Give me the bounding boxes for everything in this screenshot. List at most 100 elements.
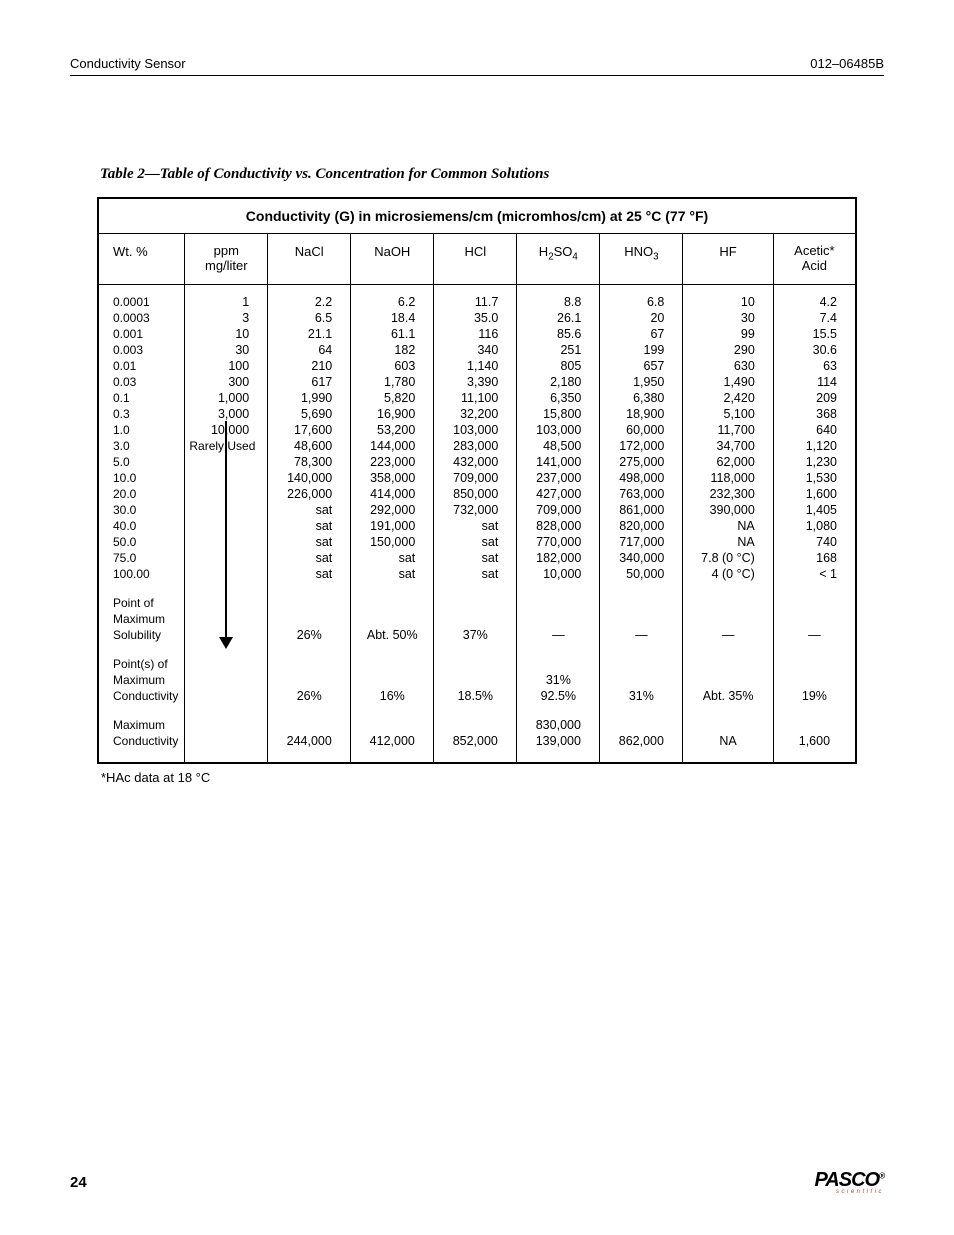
- cell-h2so4: 103,000: [517, 422, 600, 438]
- cell-nacl: 2.2: [268, 284, 351, 310]
- val: 16%: [351, 688, 434, 704]
- table-row: 3.0Rarely Used48,600144,000283,00048,500…: [98, 438, 856, 454]
- val: 18.5%: [434, 688, 517, 704]
- cell-wt: 50.0: [98, 534, 185, 550]
- logo: PASCO® scientific: [814, 1169, 884, 1195]
- val: 852,000: [434, 733, 517, 763]
- cell-hno3: 717,000: [600, 534, 683, 550]
- cell-wt: 0.01: [98, 358, 185, 374]
- cell-h2so4: 237,000: [517, 470, 600, 486]
- cell-nacl: 210: [268, 358, 351, 374]
- cell-acetic: 15.5: [773, 326, 856, 342]
- cell-hno3: 275,000: [600, 454, 683, 470]
- cell-wt: 0.001: [98, 326, 185, 342]
- val: 19%: [773, 688, 856, 704]
- cell-nacl: 140,000: [268, 470, 351, 486]
- cell-nacl: 617: [268, 374, 351, 390]
- cell-h2so4: 85.6: [517, 326, 600, 342]
- table-row: 0.0011021.161.111685.6679915.5: [98, 326, 856, 342]
- cell-hcl: 283,000: [434, 438, 517, 454]
- cell-naoh: 5,820: [351, 390, 434, 406]
- table-row: 0.033006171,7803,3902,1801,9501,490114: [98, 374, 856, 390]
- cell-wt: 20.0: [98, 486, 185, 502]
- val: NA: [683, 733, 773, 763]
- cell-wt: 10.0: [98, 470, 185, 486]
- label: Solubility: [98, 627, 185, 643]
- cell-hcl: 116: [434, 326, 517, 342]
- row-maxcondpt-1: Point(s) of: [98, 643, 856, 672]
- cell-ppm: 3: [185, 310, 268, 326]
- cell-acetic: 1,405: [773, 502, 856, 518]
- cell-wt: 40.0: [98, 518, 185, 534]
- cell-h2so4: 251: [517, 342, 600, 358]
- val: 26%: [268, 688, 351, 704]
- cell-acetic: 168: [773, 550, 856, 566]
- col-acetic-1: Acetic*: [794, 243, 834, 258]
- cell-h2so4: 26.1: [517, 310, 600, 326]
- col-hf: HF: [683, 234, 773, 285]
- val: 139,000: [517, 733, 600, 763]
- label: Point of: [98, 582, 185, 611]
- col-hno3: HNO3: [600, 234, 683, 285]
- cell-naoh: 6.2: [351, 284, 434, 310]
- table-row: 0.000112.26.211.78.86.8104.2: [98, 284, 856, 310]
- table-row: 75.0satsatsat182,000340,0007.8 (0 °C)168: [98, 550, 856, 566]
- table-row: 0.000336.518.435.026.120307.4: [98, 310, 856, 326]
- cell-h2so4: 2,180: [517, 374, 600, 390]
- cell-nacl: sat: [268, 534, 351, 550]
- cell-acetic: 740: [773, 534, 856, 550]
- label: Maximum: [98, 704, 185, 733]
- cell-hcl: 432,000: [434, 454, 517, 470]
- label: Point(s) of: [98, 643, 185, 672]
- cell-naoh: 182: [351, 342, 434, 358]
- cell-h2so4: 770,000: [517, 534, 600, 550]
- col-nacl: NaCl: [268, 234, 351, 285]
- cell-naoh: 358,000: [351, 470, 434, 486]
- cell-nacl: 226,000: [268, 486, 351, 502]
- cell-hf: 1,490: [683, 374, 773, 390]
- val: 412,000: [351, 733, 434, 763]
- page: Conductivity Sensor 012–06485B Table 2—T…: [0, 0, 954, 1235]
- cell-h2so4: 828,000: [517, 518, 600, 534]
- cell-nacl: 21.1: [268, 326, 351, 342]
- cell-hcl: 103,000: [434, 422, 517, 438]
- cell-wt: 0.0003: [98, 310, 185, 326]
- cell-hno3: 18,900: [600, 406, 683, 422]
- page-number: 24: [70, 1174, 87, 1191]
- cell-hf: 34,700: [683, 438, 773, 454]
- col-hcl: HCl: [434, 234, 517, 285]
- cell-h2so4: 48,500: [517, 438, 600, 454]
- col-ppm-1: ppm: [214, 243, 239, 258]
- cell-nacl: 78,300: [268, 454, 351, 470]
- cell-nacl: 1,990: [268, 390, 351, 406]
- cell-hno3: 67: [600, 326, 683, 342]
- val: —: [517, 627, 600, 643]
- cell-hcl: sat: [434, 566, 517, 582]
- cell-naoh: 144,000: [351, 438, 434, 454]
- cell-acetic: 63: [773, 358, 856, 374]
- table-body: 0.000112.26.211.78.86.8104.20.000336.518…: [98, 284, 856, 763]
- val: —: [773, 627, 856, 643]
- cell-naoh: 223,000: [351, 454, 434, 470]
- label: Conductivity: [98, 733, 185, 763]
- cell-acetic: 30.6: [773, 342, 856, 358]
- table-row: 1.010,00017,60053,200103,000103,00060,00…: [98, 422, 856, 438]
- cell-hf: 390,000: [683, 502, 773, 518]
- cell-ppm: 30: [185, 342, 268, 358]
- cell-hf: 2,420: [683, 390, 773, 406]
- table-wrap: Conductivity (G) in microsiemens/cm (mic…: [97, 197, 857, 785]
- cell-naoh: 16,900: [351, 406, 434, 422]
- cell-wt: 0.0001: [98, 284, 185, 310]
- cell-wt: 0.03: [98, 374, 185, 390]
- cell-hno3: 498,000: [600, 470, 683, 486]
- cell-ppm: 100: [185, 358, 268, 374]
- cell-hcl: 35.0: [434, 310, 517, 326]
- cell-hf: 118,000: [683, 470, 773, 486]
- cell-hcl: 340: [434, 342, 517, 358]
- val: 92.5%: [517, 688, 600, 704]
- cell-acetic: 368: [773, 406, 856, 422]
- cell-hf: 630: [683, 358, 773, 374]
- cell-naoh: 61.1: [351, 326, 434, 342]
- cell-h2so4: 141,000: [517, 454, 600, 470]
- cell-h2so4: 10,000: [517, 566, 600, 582]
